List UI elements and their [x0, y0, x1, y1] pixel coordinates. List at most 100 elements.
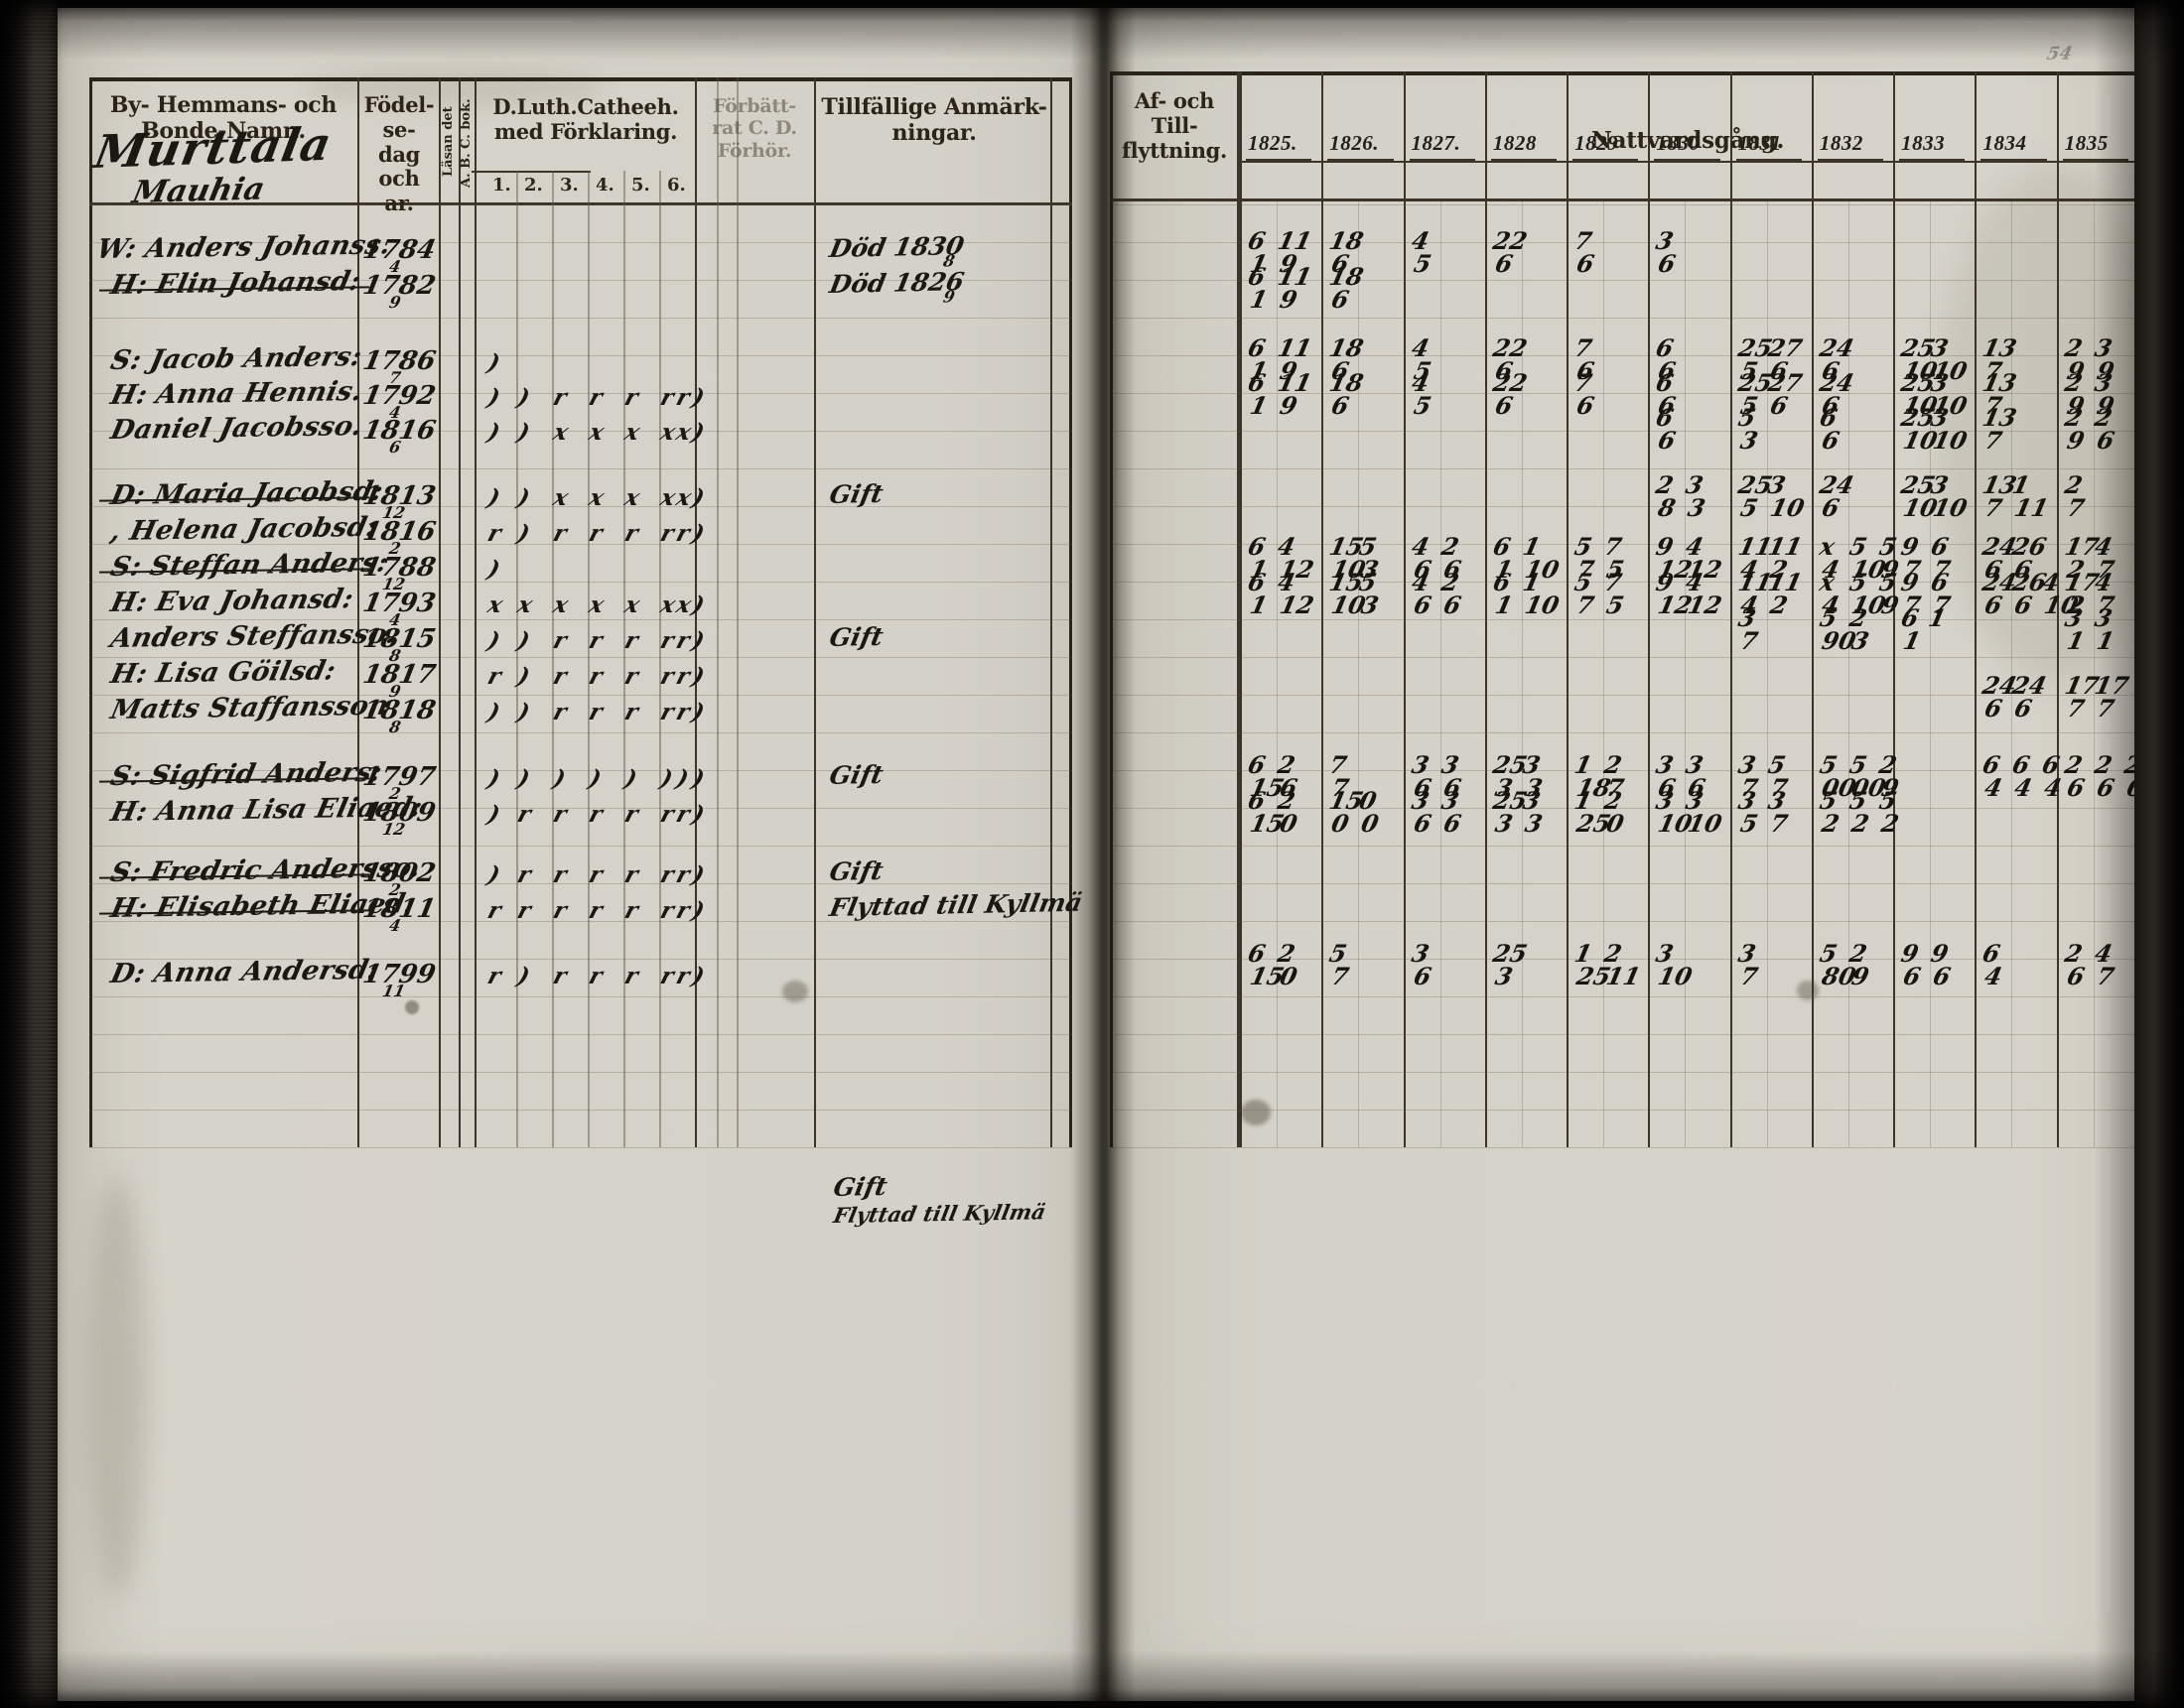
- year-label-1828: 1828: [1492, 131, 1537, 155]
- birth-year: 1817 9: [360, 660, 439, 701]
- header-notes-column: Tillfällige Anmärk-ningar.: [821, 94, 1047, 146]
- row-rule: [89, 732, 1072, 733]
- year-label-1832: 1832: [1819, 131, 1863, 155]
- right-year-header-rule: [1240, 161, 2138, 163]
- person-name: Anders Steffansso.: [107, 618, 400, 654]
- catechism-subcol-4: 4.: [596, 175, 614, 196]
- person-name: H: Anna Hennis.: [107, 376, 366, 411]
- catechism-subcol-1: 1.: [492, 175, 511, 196]
- catechism-subcol-3: 3.: [560, 175, 579, 196]
- left-exam-sep-1: [717, 77, 719, 1147]
- row-rule: [89, 1147, 1072, 1148]
- row-rule: [89, 1110, 1072, 1111]
- row-rule: [1110, 204, 2138, 205]
- year-label-underline: [1980, 159, 2047, 161]
- year-label-underline: [1572, 159, 1639, 161]
- village-name: Murttala: [90, 116, 337, 179]
- person-name: Matts Staffansson: [107, 690, 392, 725]
- year-label-underline: [1735, 159, 1802, 161]
- person-name: S: Steffan Anders:: [107, 547, 391, 583]
- birth-year: 1815 8: [360, 624, 439, 665]
- year-label-underline: [1654, 159, 1720, 161]
- left-col-sep-vert-cat: [475, 77, 477, 1147]
- birth-year: 1793 4: [360, 589, 439, 629]
- right-table-top-border: [1110, 71, 2138, 75]
- header-moving-column: Af- och Till-flyttning.: [1121, 88, 1228, 163]
- row-rule: [89, 996, 1072, 997]
- farm-name: Mauhia: [129, 171, 268, 210]
- header-exam-column: Förbätt-rat C. D. Förhör.: [712, 95, 797, 162]
- remark-text: Död 1830 8: [827, 231, 976, 271]
- birth-year: 1792 4: [360, 381, 439, 422]
- right-table-right-border: [2135, 71, 2138, 1147]
- person-name: S: Sigfrid Anders:: [107, 756, 385, 792]
- header-catechism-column: D.Luth.Catheeh. med Förklaring.: [492, 94, 679, 144]
- birth-year: 1802 2: [360, 858, 439, 899]
- left-notes-right-edge: [1050, 77, 1052, 1147]
- left-col-sep-vert-a: [459, 77, 461, 1147]
- marriage-remark: Gift: [831, 1171, 890, 1202]
- person-name: W: Anders Johanss.: [93, 229, 394, 265]
- person-name: D: Maria Jacobsd:: [107, 475, 386, 511]
- birth-year: 1811 4: [360, 894, 439, 935]
- year-label-underline: [1899, 159, 1966, 161]
- year-label-1827: 1827.: [1411, 131, 1461, 155]
- row-rule: [1110, 1034, 2138, 1035]
- catechism-subcol-2: 2.: [524, 175, 543, 196]
- birth-year: 1818 8: [360, 696, 439, 736]
- year-label-underline: [1327, 159, 1394, 161]
- person-name: D: Anna Andersd:: [107, 954, 382, 989]
- remark-text: Gift: [827, 478, 887, 509]
- header-birth-column: Födel-se-dag och ar.: [363, 92, 435, 216]
- row-rule: [89, 318, 1072, 319]
- header-abc-column: A. B. C. bok.: [459, 98, 474, 188]
- left-table-right-border: [1069, 77, 1072, 1147]
- row-rule: [1110, 921, 2138, 922]
- person-name: , Helena Jacobsd:: [107, 511, 380, 547]
- row-rule: [1110, 1072, 2138, 1073]
- left-col-sep-birth-vert: [439, 77, 441, 1147]
- year-label-1826: 1826.: [1329, 131, 1380, 155]
- year-label-1831: 1831: [1737, 131, 1782, 155]
- row-rule: [1110, 318, 2138, 319]
- remark-text: Flyttad till Kyllmä: [827, 887, 1085, 922]
- person-name: H: Eva Johansd:: [107, 584, 356, 618]
- row-rule: [1110, 1147, 2138, 1148]
- row-rule: [1110, 468, 2138, 469]
- row-rule: [89, 1072, 1072, 1073]
- birth-year: 1816 2: [360, 517, 439, 558]
- remark-text: Gift: [827, 855, 887, 886]
- year-label-underline: [1490, 159, 1558, 161]
- row-rule: [1110, 996, 2138, 997]
- folio-number: 54: [2044, 43, 2075, 65]
- year-label-underline: [1817, 159, 1884, 161]
- left-header-rule-mid: [472, 171, 591, 173]
- moved-away-remark: Flyttad till Kyllmä: [831, 1199, 1048, 1228]
- year-label-underline: [1409, 159, 1475, 161]
- birth-year: 1809 12: [360, 798, 439, 839]
- birth-year: 1797 2: [360, 762, 439, 803]
- year-col-guide-1829: [1603, 201, 1605, 1147]
- left-table-top-border: [89, 77, 1072, 81]
- row-rule: [89, 846, 1072, 847]
- year-col-guide-1827: [1439, 201, 1441, 1147]
- row-rule: [1110, 657, 2138, 658]
- row-rule: [89, 619, 1072, 620]
- birth-year: 1782 9: [360, 271, 439, 312]
- row-rule: [89, 582, 1072, 583]
- left-table-left-border: [89, 77, 92, 1147]
- row-rule: [1110, 883, 2138, 884]
- person-name: H: Elin Johansd:: [107, 266, 364, 301]
- person-name: S: Jacob Anders:: [107, 341, 365, 376]
- header-reading-column: Läsan det: [441, 106, 456, 178]
- row-rule: [1110, 846, 2138, 847]
- year-label-1830: 1830: [1656, 131, 1701, 155]
- catechism-subcol-6: 6.: [667, 175, 686, 196]
- left-col-sep-exam-notes: [814, 77, 816, 1147]
- birth-year: 1786 7: [360, 346, 439, 387]
- birth-year: 1813 12: [360, 481, 439, 522]
- year-col-guide-1830: [1685, 201, 1687, 1147]
- remark-text: Död 1826 9: [827, 267, 976, 307]
- row-rule: [89, 468, 1072, 469]
